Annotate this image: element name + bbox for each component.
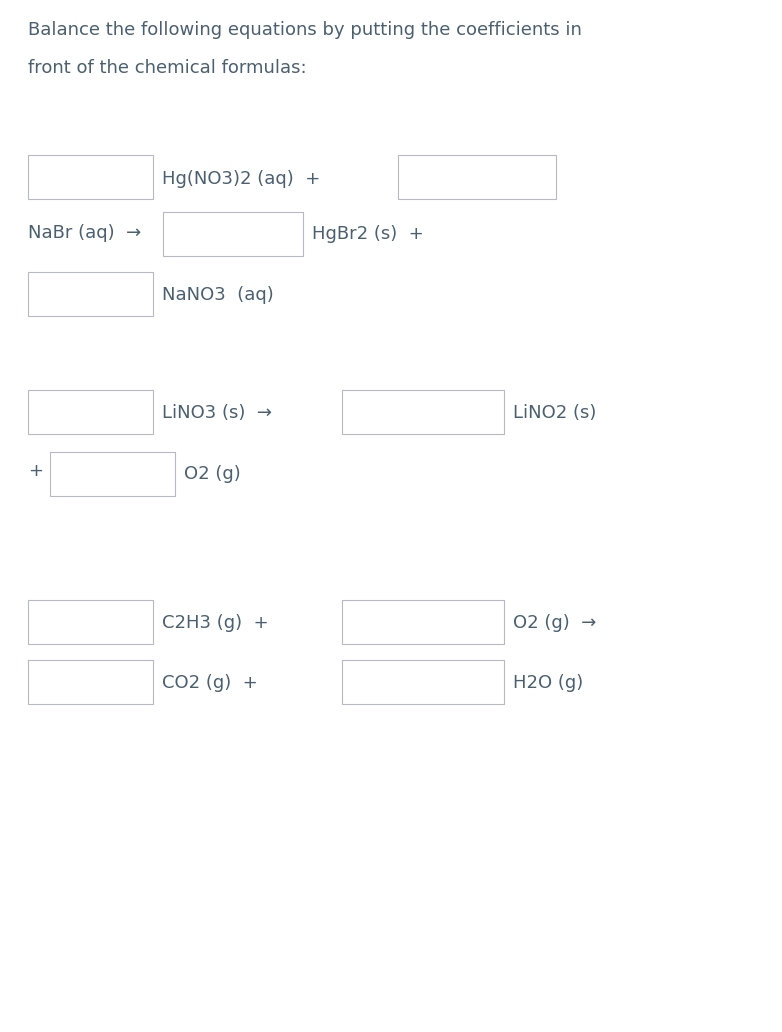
FancyBboxPatch shape xyxy=(342,660,504,704)
FancyBboxPatch shape xyxy=(50,452,175,496)
Text: front of the chemical formulas:: front of the chemical formulas: xyxy=(28,59,307,77)
FancyBboxPatch shape xyxy=(342,600,504,644)
Text: O2 (g): O2 (g) xyxy=(184,465,241,483)
Text: H2O (g): H2O (g) xyxy=(513,674,583,692)
Text: HgBr2 (s)  +: HgBr2 (s) + xyxy=(312,225,424,243)
Text: NaNO3  (aq): NaNO3 (aq) xyxy=(162,286,274,304)
Text: CO2 (g)  +: CO2 (g) + xyxy=(162,674,258,692)
FancyBboxPatch shape xyxy=(398,155,556,199)
FancyBboxPatch shape xyxy=(342,390,504,434)
Text: +: + xyxy=(28,462,43,480)
Text: Balance the following equations by putting the coefficients in: Balance the following equations by putti… xyxy=(28,21,582,39)
Text: C2H3 (g)  +: C2H3 (g) + xyxy=(162,614,269,632)
FancyBboxPatch shape xyxy=(28,600,153,644)
FancyBboxPatch shape xyxy=(163,212,303,256)
FancyBboxPatch shape xyxy=(28,660,153,704)
FancyBboxPatch shape xyxy=(28,155,153,199)
Text: Hg(NO3)2 (aq)  +: Hg(NO3)2 (aq) + xyxy=(162,170,321,188)
Text: LiNO3 (s)  →: LiNO3 (s) → xyxy=(162,404,272,422)
Text: NaBr (aq)  →: NaBr (aq) → xyxy=(28,224,142,241)
Text: LiNO2 (s): LiNO2 (s) xyxy=(513,404,597,422)
FancyBboxPatch shape xyxy=(28,272,153,316)
Text: O2 (g)  →: O2 (g) → xyxy=(513,614,597,632)
FancyBboxPatch shape xyxy=(28,390,153,434)
